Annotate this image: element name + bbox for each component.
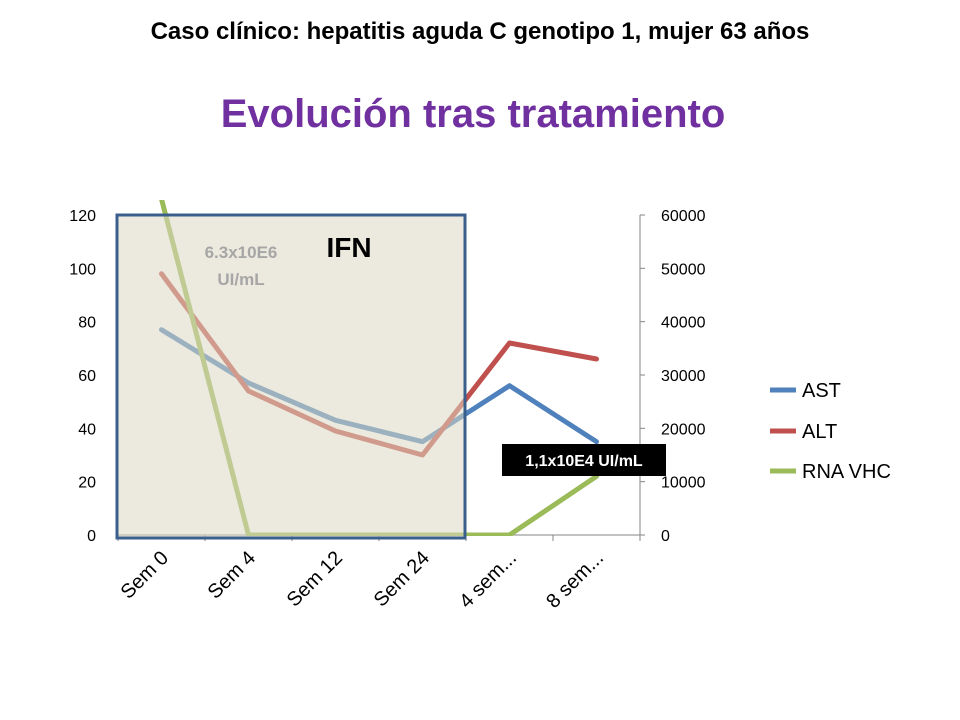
x-tick-label: Sem 4	[204, 547, 260, 603]
y-right-tick-label: 50000	[661, 261, 706, 278]
x-tick-label: 4 sem...	[455, 547, 521, 613]
x-tick-label: 8 sem...	[542, 547, 608, 613]
chart-subtitle: Caso clínico: hepatitis aguda C genotipo…	[150, 18, 810, 45]
ifn-label: IFN	[326, 232, 371, 263]
treatment-overlay: IFN	[115, 213, 467, 540]
x-tick-label: Sem 24	[370, 547, 434, 611]
initial-viral-load-line-2: UI/mL	[217, 270, 264, 289]
y-right-tick-label: 0	[661, 528, 670, 545]
y-right-tick-label: 30000	[661, 368, 706, 385]
final-viral-load-box	[502, 444, 666, 476]
y-right-tick-label: 10000	[661, 475, 706, 492]
chart-title: Evolución tras tratamiento	[220, 92, 726, 136]
legend-label-alt: ALT	[802, 421, 837, 443]
legend-label-ast: AST	[802, 380, 841, 402]
initial-viral-load-line-1: 6.3x10E6	[205, 243, 278, 262]
chart-legend: AST ALT RNA VHC	[770, 380, 891, 483]
ifn-treatment-box	[115, 213, 467, 540]
y-left-tick-label: 60	[78, 368, 96, 385]
y-left-tick-label: 120	[69, 208, 96, 225]
chart-annotations: 6.3x10E6 UI/mL 1,1x10E4 UI/mL	[205, 243, 666, 476]
y-left-tick-label: 40	[78, 421, 96, 438]
final-viral-load-label: 1,1x10E4 UI/mL	[525, 453, 643, 470]
x-tick-label: Sem 12	[283, 547, 347, 611]
y-left-tick-label: 0	[87, 528, 96, 545]
legend-label-rna-vhc: RNA VHC	[802, 461, 891, 483]
y-right-tick-label: 40000	[661, 315, 706, 332]
y-right-tick-label: 20000	[661, 421, 706, 438]
y-left-tick-label: 20	[78, 475, 96, 492]
y-right-tick-label: 60000	[661, 208, 706, 225]
y-left-tick-label: 80	[78, 315, 96, 332]
y-left-tick-label: 100	[69, 261, 96, 278]
x-tick-label: Sem 0	[117, 547, 173, 603]
